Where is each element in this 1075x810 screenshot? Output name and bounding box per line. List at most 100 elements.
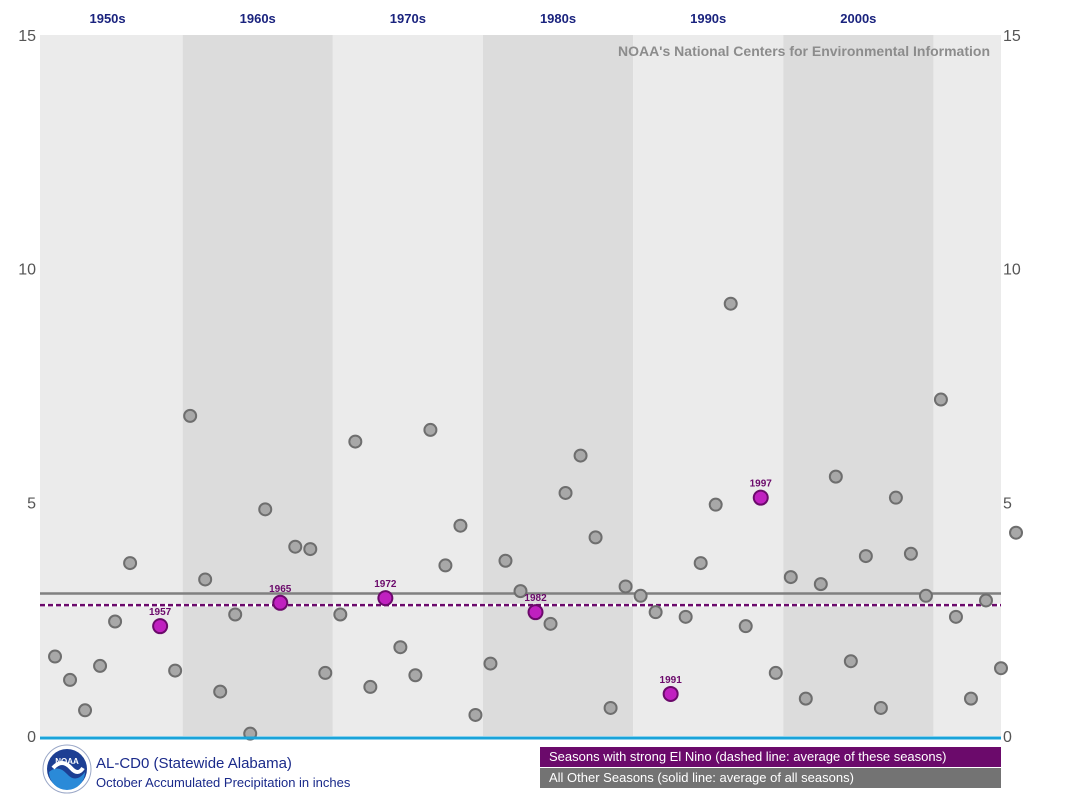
data-point	[994, 661, 1008, 676]
data-point	[858, 549, 873, 564]
data-point	[288, 539, 303, 554]
decade-band	[332, 35, 483, 736]
el-nino-year-label: 1972	[374, 579, 397, 590]
decade-band	[482, 35, 634, 736]
data-point	[393, 640, 408, 655]
el-nino-year-label: 1991	[660, 675, 683, 686]
data-point	[978, 593, 993, 608]
data-point	[723, 296, 738, 311]
data-point	[783, 570, 798, 585]
data-point	[453, 518, 468, 533]
el-nino-point	[662, 685, 679, 702]
data-point	[258, 502, 273, 517]
svg-text:NOAA: NOAA	[55, 757, 79, 766]
decade-band	[933, 35, 1001, 736]
noaa-logo: NOAA	[42, 744, 92, 794]
data-point	[948, 609, 963, 624]
data-point	[963, 691, 978, 706]
data-point	[843, 654, 858, 669]
data-point	[468, 707, 483, 722]
chart-subtitle: October Accumulated Precipitation in inc…	[96, 775, 351, 790]
data-point	[63, 672, 78, 687]
data-point	[213, 684, 228, 699]
el-nino-year-label: 1965	[269, 584, 292, 595]
data-point	[588, 530, 603, 545]
data-point	[873, 700, 888, 715]
data-point	[678, 609, 693, 624]
data-point	[693, 556, 708, 571]
el-nino-point	[752, 489, 769, 506]
source-credit: NOAA's National Centers for Environmenta…	[618, 43, 990, 59]
data-point	[198, 572, 213, 587]
y-axis-right: 0 5 10 15	[1003, 28, 1021, 746]
data-point	[648, 605, 663, 620]
data-point	[708, 497, 723, 512]
decade-band	[633, 35, 784, 736]
data-points	[48, 296, 1024, 741]
y-tick-label-right: 10	[1003, 262, 1021, 279]
data-point	[438, 558, 453, 573]
data-point	[573, 448, 588, 463]
el-nino-year-label: 1982	[524, 593, 547, 604]
data-point	[363, 679, 378, 694]
data-point	[828, 469, 843, 484]
legend-el-nino: Seasons with strong El Nino (dashed line…	[540, 747, 1001, 767]
data-point	[768, 665, 783, 680]
data-point	[123, 556, 138, 571]
data-point	[228, 607, 243, 622]
decade-band	[783, 35, 934, 736]
data-point	[78, 703, 93, 718]
el-nino-point	[272, 594, 289, 611]
data-point	[183, 408, 198, 423]
data-point	[48, 649, 63, 664]
data-point	[903, 546, 918, 561]
el-nino-point	[527, 604, 544, 621]
decade-bands	[40, 35, 1001, 736]
data-point	[408, 668, 423, 683]
y-tick-label-left: 10	[18, 262, 36, 279]
data-point	[798, 691, 813, 706]
y-tick-label-right: 0	[1003, 729, 1012, 746]
data-point	[918, 588, 933, 603]
decade-band	[182, 35, 333, 736]
decade-labels: 1950s 1960s 1970s 1980s 1990s 2000s	[89, 11, 876, 26]
data-point	[498, 553, 513, 568]
y-tick-label-right: 15	[1003, 28, 1021, 45]
data-point	[93, 658, 108, 673]
data-point	[618, 579, 633, 594]
decade-label: 1990s	[690, 11, 726, 26]
data-point	[303, 542, 318, 557]
data-point	[318, 665, 333, 680]
data-point	[423, 422, 438, 437]
data-point	[633, 588, 648, 603]
data-point	[348, 434, 363, 449]
data-point	[558, 485, 573, 500]
data-point	[168, 663, 183, 678]
el-nino-year-label: 1997	[750, 479, 773, 490]
data-point	[543, 616, 558, 631]
data-point	[483, 656, 498, 671]
legend-other-seasons: All Other Seasons (solid line: average o…	[540, 768, 1001, 788]
decade-label: 1980s	[540, 11, 576, 26]
el-nino-year-label: 1957	[149, 607, 172, 618]
el-nino-point	[152, 618, 169, 635]
data-point	[513, 584, 528, 599]
data-point	[933, 392, 948, 407]
data-point	[813, 577, 828, 592]
decade-label: 1960s	[240, 11, 276, 26]
y-tick-label-right: 5	[1003, 495, 1012, 512]
y-tick-label-left: 15	[18, 28, 36, 45]
point-labels: 1957 1965 1972 1982 1991 1997	[149, 479, 772, 686]
chart-title: AL-CD0 (Statewide Alabama)	[96, 755, 292, 772]
data-point	[1009, 525, 1024, 540]
y-axis-left: 0 5 10 15	[18, 28, 36, 746]
data-point	[333, 607, 348, 622]
data-point	[888, 490, 903, 505]
y-tick-label-left: 5	[27, 495, 36, 512]
el-nino-point	[377, 590, 394, 607]
data-point	[108, 614, 123, 629]
decade-label: 1970s	[390, 11, 426, 26]
y-tick-label-left: 0	[27, 729, 36, 746]
data-point	[738, 619, 753, 634]
